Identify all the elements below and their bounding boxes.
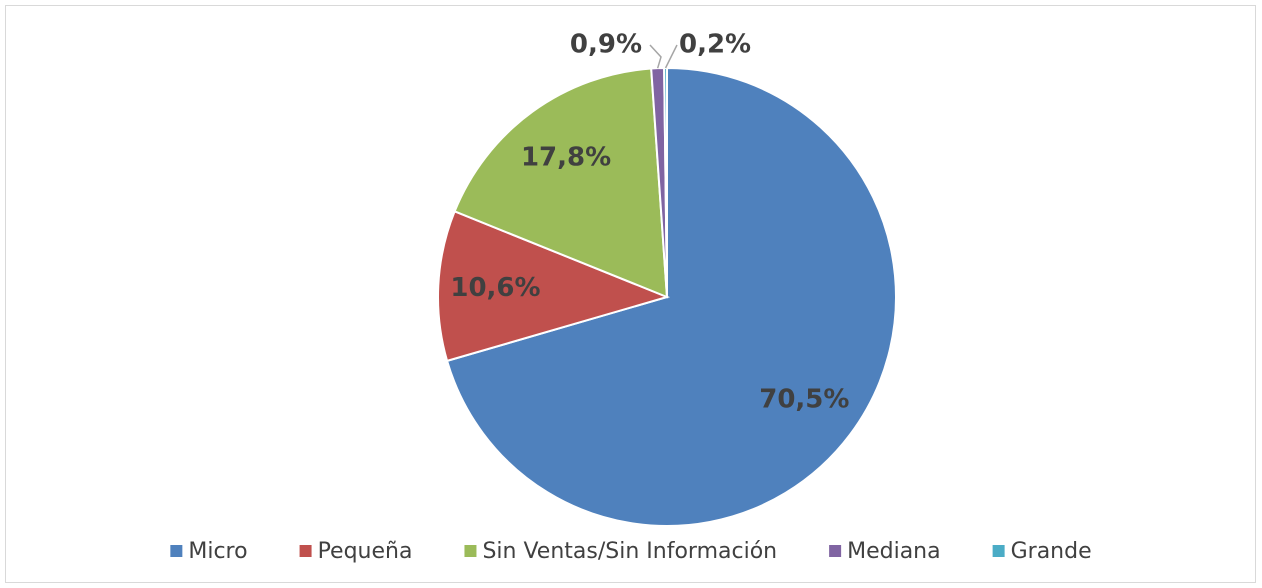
data-label: 0,2%: [679, 30, 751, 60]
legend-label: Sin Ventas/Sin Información: [482, 539, 777, 564]
pie-slice: [445, 66, 897, 527]
legend-label: Mediana: [847, 539, 941, 564]
data-label: 0,9%: [570, 30, 642, 60]
pie-slice: [663, 66, 668, 298]
legend-swatch: [170, 545, 183, 557]
leader-line: [649, 44, 662, 69]
legend-swatch: [992, 545, 1005, 557]
legend-label: Grande: [1011, 539, 1092, 564]
legend-swatch: [829, 545, 842, 557]
legend-label: Micro: [188, 539, 247, 564]
legend-swatch: [299, 545, 312, 557]
pie-slice: [437, 210, 671, 363]
legend-label: Pequeña: [318, 539, 413, 564]
data-label: 10,6%: [450, 273, 540, 303]
pie-slice: [453, 67, 669, 299]
legend-swatch: [464, 545, 477, 557]
data-label: 17,8%: [521, 143, 611, 173]
leader-line: [664, 44, 678, 69]
data-label: 70,5%: [759, 385, 849, 415]
